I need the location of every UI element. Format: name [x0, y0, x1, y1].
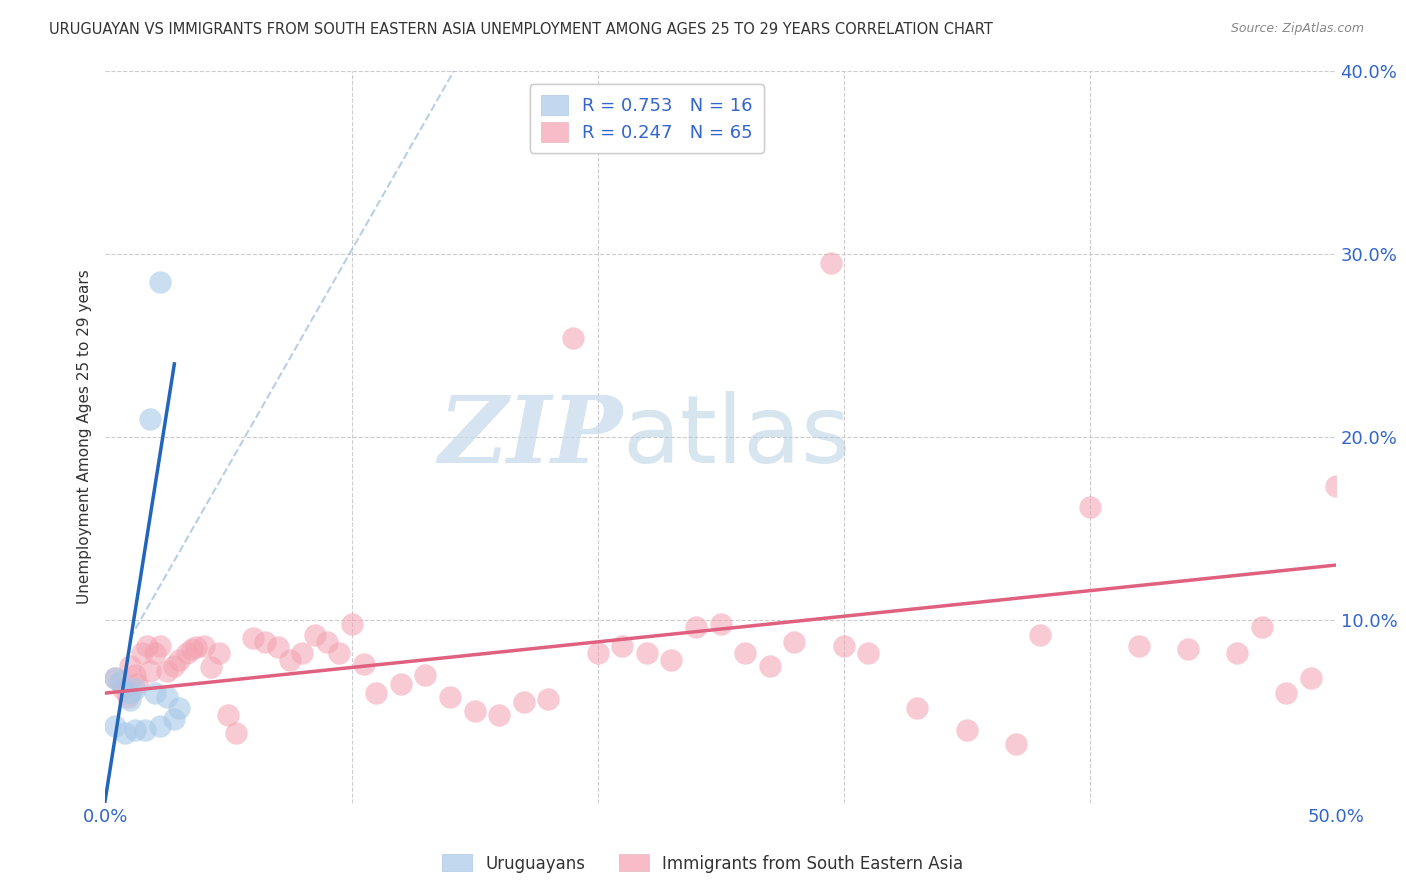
Point	[340, 616, 363, 631]
Point	[759, 658, 782, 673]
Point	[120, 693, 141, 707]
Point	[104, 719, 127, 733]
Point	[832, 639, 855, 653]
Point	[169, 653, 191, 667]
Point	[820, 256, 842, 270]
Point	[661, 653, 683, 667]
Point	[149, 719, 172, 733]
Point	[488, 708, 510, 723]
Point	[439, 690, 461, 704]
Point	[186, 640, 208, 655]
Point	[267, 640, 290, 655]
Point	[120, 686, 141, 700]
Point	[513, 695, 536, 709]
Point	[225, 726, 247, 740]
Point	[586, 646, 609, 660]
Point	[169, 700, 191, 714]
Point	[685, 620, 707, 634]
Point	[783, 635, 806, 649]
Point	[1004, 737, 1026, 751]
Point	[134, 723, 156, 737]
Point	[858, 646, 880, 660]
Point	[537, 691, 560, 706]
Point	[131, 646, 153, 660]
Point	[124, 723, 146, 737]
Point	[156, 664, 179, 678]
Point	[1177, 642, 1199, 657]
Point	[1078, 500, 1101, 514]
Point	[907, 700, 929, 714]
Point	[143, 686, 166, 700]
Point	[1128, 639, 1150, 653]
Point	[200, 660, 222, 674]
Text: ZIP: ZIP	[437, 392, 621, 482]
Point	[218, 708, 240, 723]
Point	[315, 635, 337, 649]
Point	[163, 712, 186, 726]
Point	[610, 639, 633, 653]
Point	[1324, 479, 1347, 493]
Point	[149, 275, 172, 289]
Point	[1226, 646, 1249, 660]
Point	[149, 639, 172, 653]
Point	[193, 639, 215, 653]
Point	[143, 646, 166, 660]
Point	[104, 672, 127, 686]
Legend: Uruguayans, Immigrants from South Eastern Asia: Uruguayans, Immigrants from South Easter…	[436, 847, 970, 880]
Point	[117, 690, 139, 704]
Text: Source: ZipAtlas.com: Source: ZipAtlas.com	[1230, 22, 1364, 36]
Point	[1301, 672, 1323, 686]
Point	[124, 667, 146, 681]
Point	[104, 672, 127, 686]
Point	[304, 627, 326, 641]
Point	[208, 646, 231, 660]
Point	[291, 646, 314, 660]
Point	[353, 657, 375, 671]
Point	[464, 705, 486, 719]
Text: atlas: atlas	[621, 391, 851, 483]
Point	[111, 682, 134, 697]
Point	[328, 646, 350, 660]
Point	[278, 653, 301, 667]
Point	[138, 412, 162, 426]
Point	[110, 675, 132, 690]
Point	[710, 616, 733, 631]
Point	[156, 690, 179, 704]
Point	[1029, 627, 1052, 641]
Y-axis label: Unemployment Among Ages 25 to 29 years: Unemployment Among Ages 25 to 29 years	[77, 269, 93, 605]
Point	[138, 664, 162, 678]
Point	[636, 646, 658, 660]
Point	[562, 331, 585, 345]
Point	[254, 635, 277, 649]
Text: URUGUAYAN VS IMMIGRANTS FROM SOUTH EASTERN ASIA UNEMPLOYMENT AMONG AGES 25 TO 29: URUGUAYAN VS IMMIGRANTS FROM SOUTH EASTE…	[49, 22, 993, 37]
Point	[734, 646, 756, 660]
Point	[180, 642, 202, 657]
Point	[163, 658, 186, 673]
Point	[114, 726, 136, 740]
Point	[956, 723, 979, 737]
Point	[176, 646, 198, 660]
Point	[136, 639, 159, 653]
Point	[120, 658, 141, 673]
Point	[366, 686, 388, 700]
Point	[1275, 686, 1298, 700]
Point	[389, 677, 412, 691]
Point	[124, 682, 146, 697]
Point	[415, 667, 437, 681]
Point	[127, 677, 149, 691]
Point	[242, 632, 264, 646]
Point	[1251, 620, 1274, 634]
Legend: R = 0.753   N = 16, R = 0.247   N = 65: R = 0.753 N = 16, R = 0.247 N = 65	[530, 84, 763, 153]
